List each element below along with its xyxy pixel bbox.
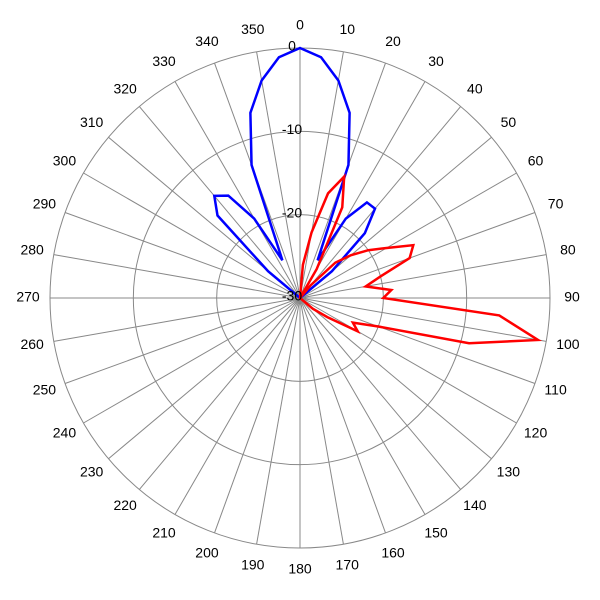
spoke	[174, 297, 301, 515]
theta-tick-label: 270	[16, 289, 40, 305]
spoke	[299, 106, 462, 299]
theta-tick-label: 290	[33, 196, 57, 212]
theta-tick-label: 20	[385, 33, 401, 49]
theta-tick-label: 40	[467, 80, 483, 96]
theta-tick-label: 140	[463, 497, 487, 513]
spoke	[299, 297, 426, 515]
spoke	[83, 172, 301, 299]
theta-tick-label: 330	[152, 53, 176, 69]
r-tick-label: -30	[282, 288, 302, 304]
theta-tick-label: 0	[296, 17, 304, 33]
spoke	[299, 212, 536, 299]
theta-tick-label: 130	[497, 464, 521, 480]
spoke	[174, 81, 301, 299]
theta-tick-label: 340	[195, 33, 219, 49]
theta-tick-label: 150	[424, 524, 448, 540]
theta-tick-label: 280	[20, 241, 44, 257]
theta-tick-label: 160	[381, 544, 405, 560]
spoke	[214, 297, 301, 534]
spoke	[64, 297, 301, 384]
pattern-line	[298, 173, 543, 345]
r-tick-label: 0	[288, 38, 296, 54]
theta-tick-label: 350	[241, 21, 265, 37]
spoke	[53, 297, 301, 342]
spoke	[108, 297, 301, 460]
theta-tick-label: 220	[113, 497, 137, 513]
theta-tick-label: 260	[20, 336, 44, 352]
spoke	[299, 297, 547, 342]
spoke	[299, 297, 492, 460]
theta-tick-label: 110	[544, 382, 567, 398]
spoke	[299, 297, 462, 490]
spoke	[299, 297, 386, 534]
spoke	[256, 297, 301, 545]
spoke	[299, 172, 517, 299]
theta-tick-label: 240	[53, 425, 77, 441]
spoke	[299, 297, 517, 424]
theta-tick-label: 90	[564, 289, 580, 305]
theta-tick-label: 30	[428, 53, 444, 69]
theta-tick-label: 70	[548, 196, 564, 212]
spoke	[299, 51, 344, 299]
theta-tick-label: 10	[339, 21, 355, 37]
theta-tick-label: 80	[560, 241, 576, 257]
theta-tick-label: 170	[336, 557, 360, 573]
spoke	[64, 212, 301, 299]
spoke	[299, 297, 344, 545]
theta-tick-label: 190	[241, 557, 265, 573]
theta-tick-label: 120	[524, 425, 548, 441]
theta-tick-label: 200	[195, 544, 219, 560]
spoke	[256, 51, 301, 299]
spoke	[299, 254, 547, 299]
r-tick-label: -10	[282, 121, 302, 137]
spoke	[138, 106, 301, 299]
spoke	[138, 297, 301, 490]
theta-tick-label: 180	[288, 561, 312, 577]
theta-tick-label: 300	[53, 153, 77, 169]
theta-tick-label: 50	[501, 114, 517, 130]
theta-tick-label: 60	[528, 153, 544, 169]
theta-tick-label: 320	[113, 80, 137, 96]
theta-tick-label: 250	[33, 382, 57, 398]
spoke	[53, 254, 301, 299]
theta-tick-label: 210	[152, 524, 176, 540]
spoke	[299, 297, 536, 384]
theta-tick-label: 310	[80, 114, 104, 130]
r-tick-label: -20	[282, 204, 302, 220]
theta-tick-label: 100	[556, 336, 580, 352]
pattern-line	[212, 46, 377, 300]
theta-tick-label: 230	[80, 464, 104, 480]
spoke	[83, 297, 301, 424]
